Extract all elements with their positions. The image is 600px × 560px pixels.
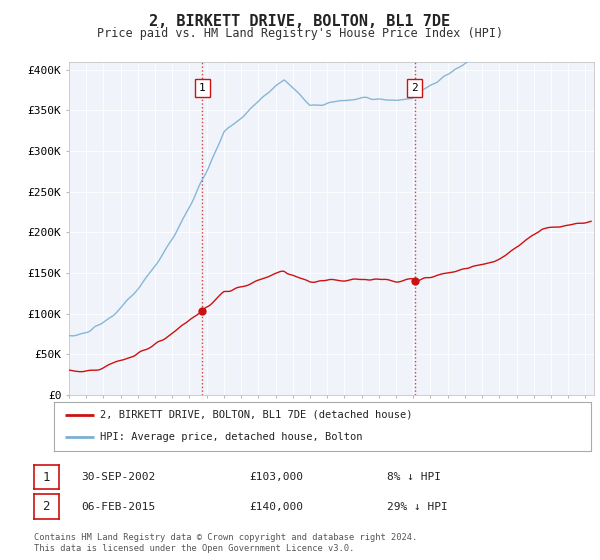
Text: 29% ↓ HPI: 29% ↓ HPI bbox=[387, 502, 448, 512]
Text: 2: 2 bbox=[411, 83, 418, 94]
Text: £140,000: £140,000 bbox=[249, 502, 303, 512]
Text: 8% ↓ HPI: 8% ↓ HPI bbox=[387, 472, 441, 482]
Text: 30-SEP-2002: 30-SEP-2002 bbox=[81, 472, 155, 482]
Text: Contains HM Land Registry data © Crown copyright and database right 2024.
This d: Contains HM Land Registry data © Crown c… bbox=[34, 533, 417, 553]
Text: 06-FEB-2015: 06-FEB-2015 bbox=[81, 502, 155, 512]
Text: 1: 1 bbox=[199, 83, 206, 94]
Text: Price paid vs. HM Land Registry's House Price Index (HPI): Price paid vs. HM Land Registry's House … bbox=[97, 27, 503, 40]
Text: HPI: Average price, detached house, Bolton: HPI: Average price, detached house, Bolt… bbox=[100, 432, 362, 442]
Text: £103,000: £103,000 bbox=[249, 472, 303, 482]
Text: 1: 1 bbox=[43, 470, 50, 484]
Text: 2, BIRKETT DRIVE, BOLTON, BL1 7DE (detached house): 2, BIRKETT DRIVE, BOLTON, BL1 7DE (detac… bbox=[100, 410, 412, 420]
Text: 2, BIRKETT DRIVE, BOLTON, BL1 7DE: 2, BIRKETT DRIVE, BOLTON, BL1 7DE bbox=[149, 14, 451, 29]
Text: 2: 2 bbox=[43, 500, 50, 514]
